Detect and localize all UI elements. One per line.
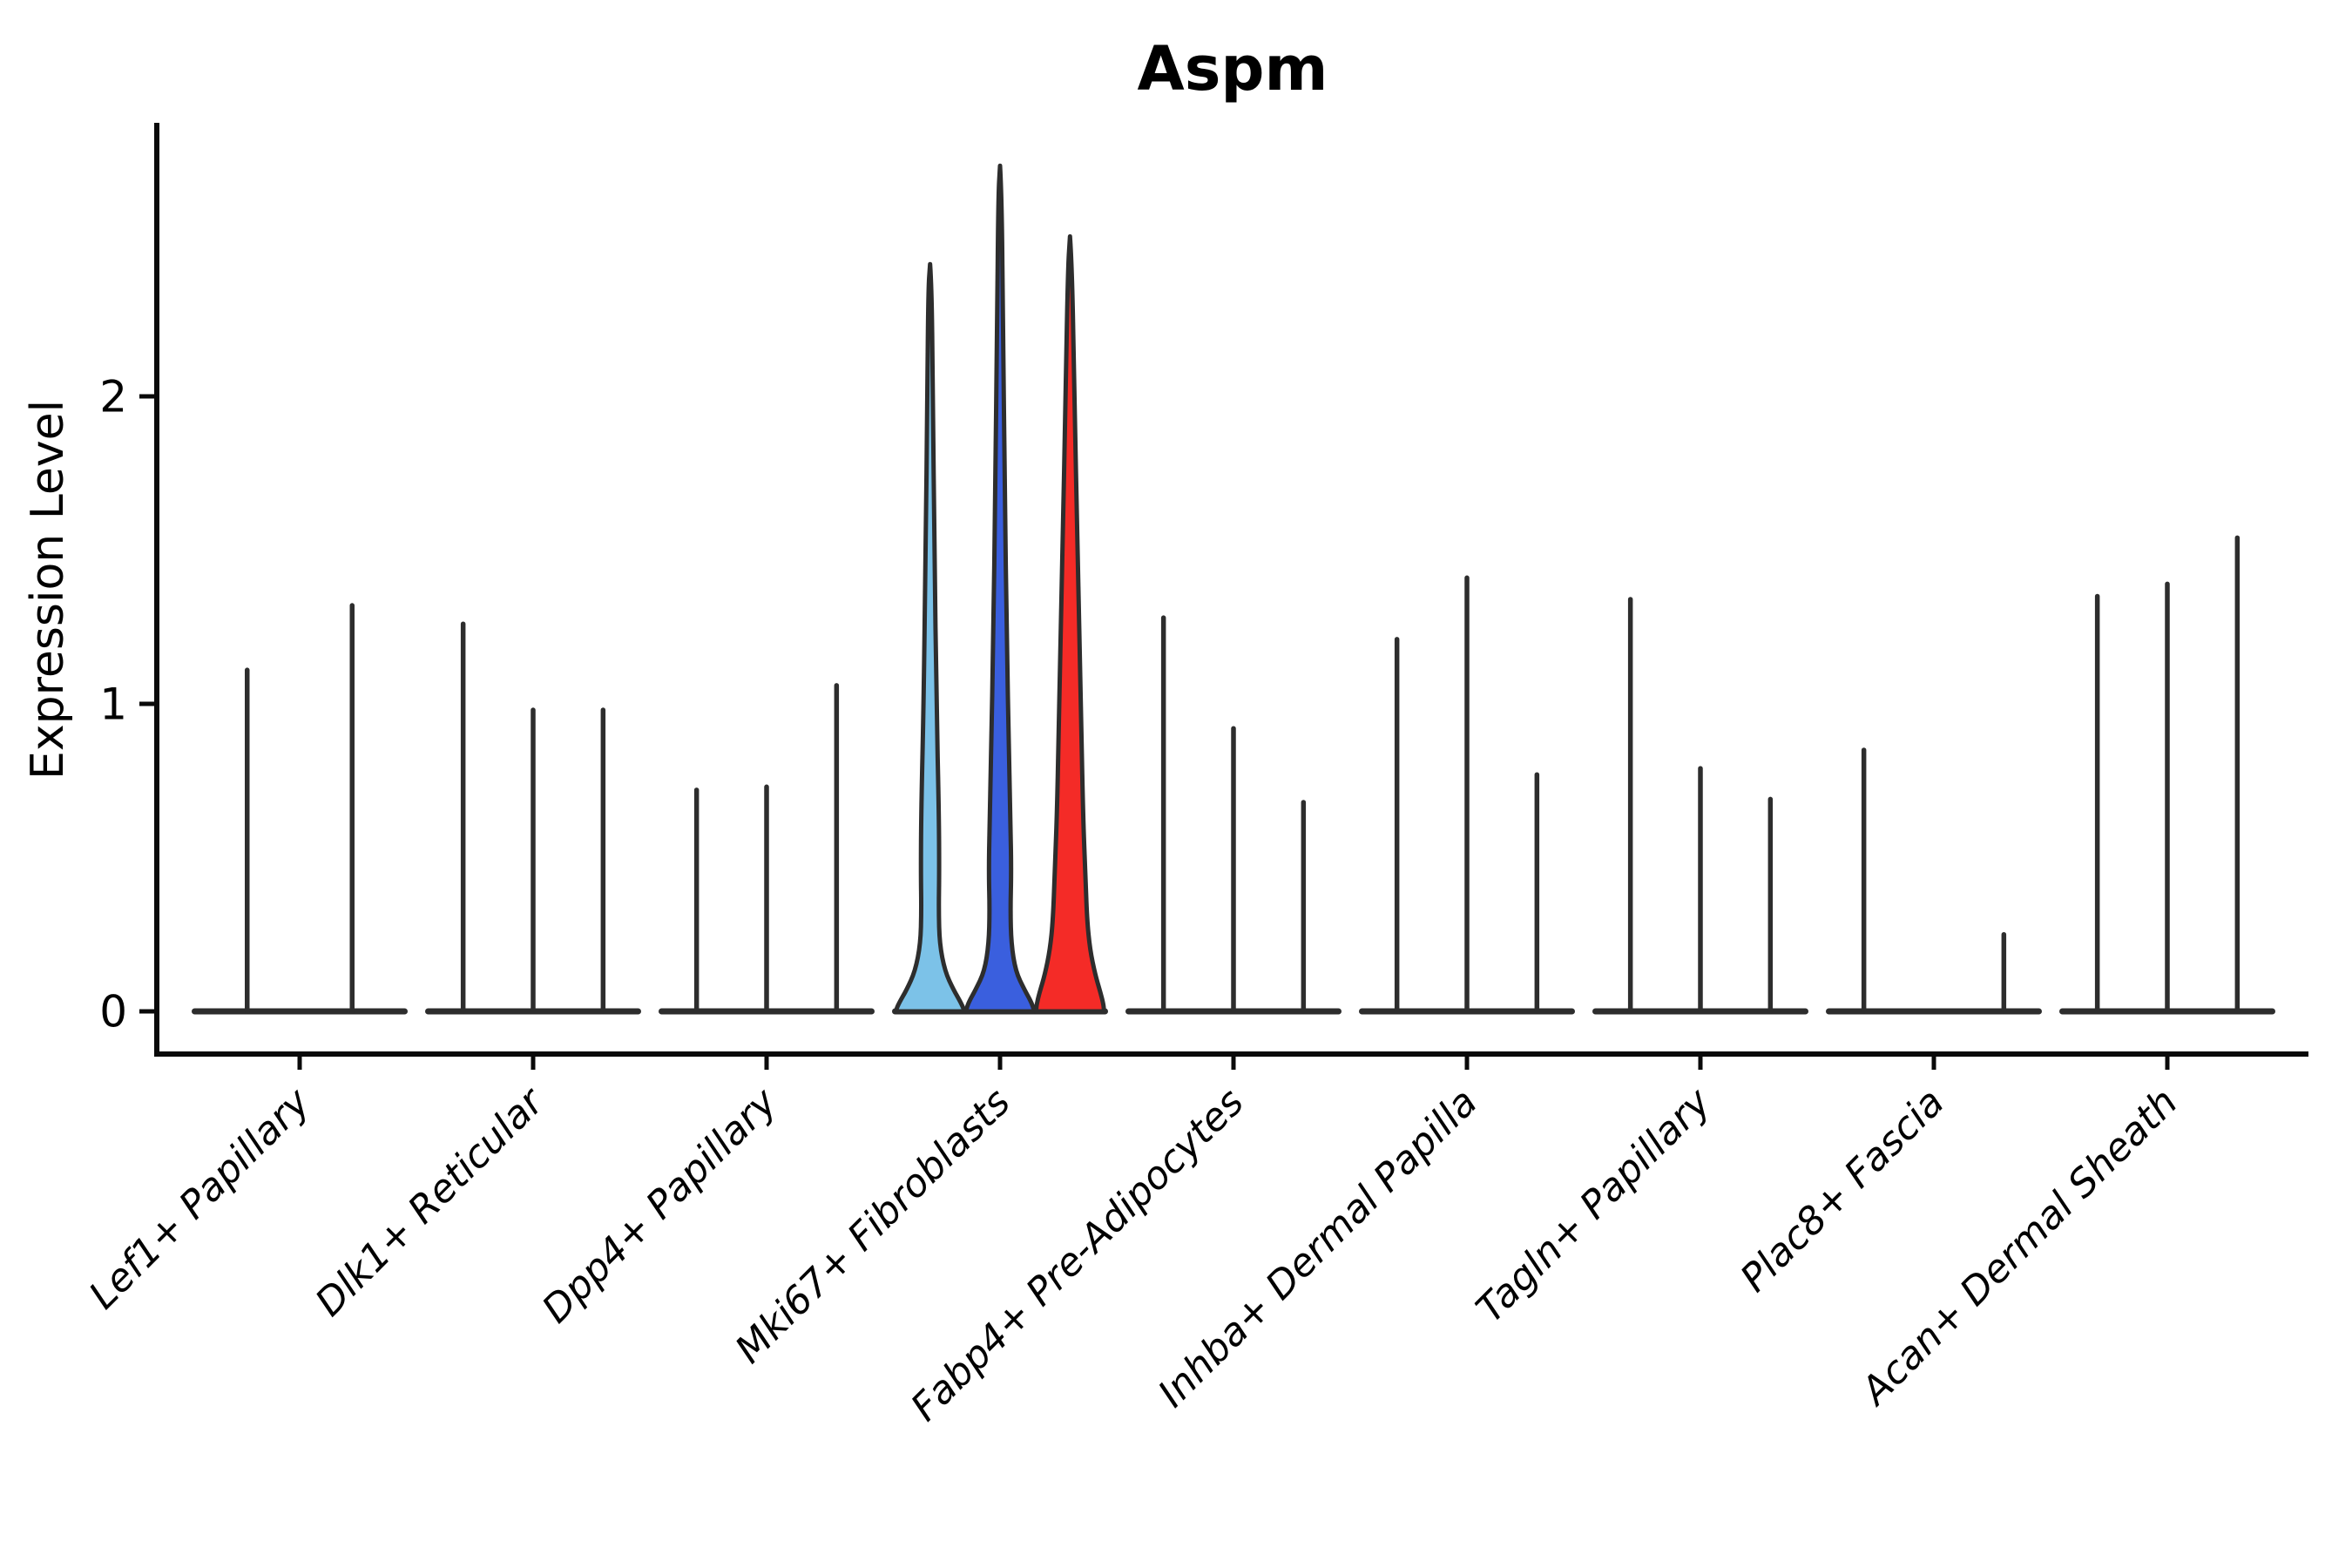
x-axis-label: Tagln+ Papillary xyxy=(1468,1079,1720,1331)
y-tick-label: 0 xyxy=(99,987,127,1037)
y-tick-label: 2 xyxy=(99,372,127,422)
x-axis-label: Plac8+ Fascia xyxy=(1732,1080,1952,1301)
x-axis-label: Lef1+ Papillary xyxy=(81,1079,320,1318)
x-axis-label: Dpp4+ Papillary xyxy=(534,1079,787,1332)
y-tick-label: 1 xyxy=(99,679,127,730)
violin-body xyxy=(894,261,967,1014)
violin-body xyxy=(963,163,1037,1014)
y-axis-label: Expression Level xyxy=(22,400,74,780)
violin-body xyxy=(1033,233,1106,1014)
chart-title: Aspm xyxy=(1138,33,1328,105)
x-axis-label: Dlk1+ Reticular xyxy=(307,1078,553,1325)
violins-layer xyxy=(192,163,2275,1015)
